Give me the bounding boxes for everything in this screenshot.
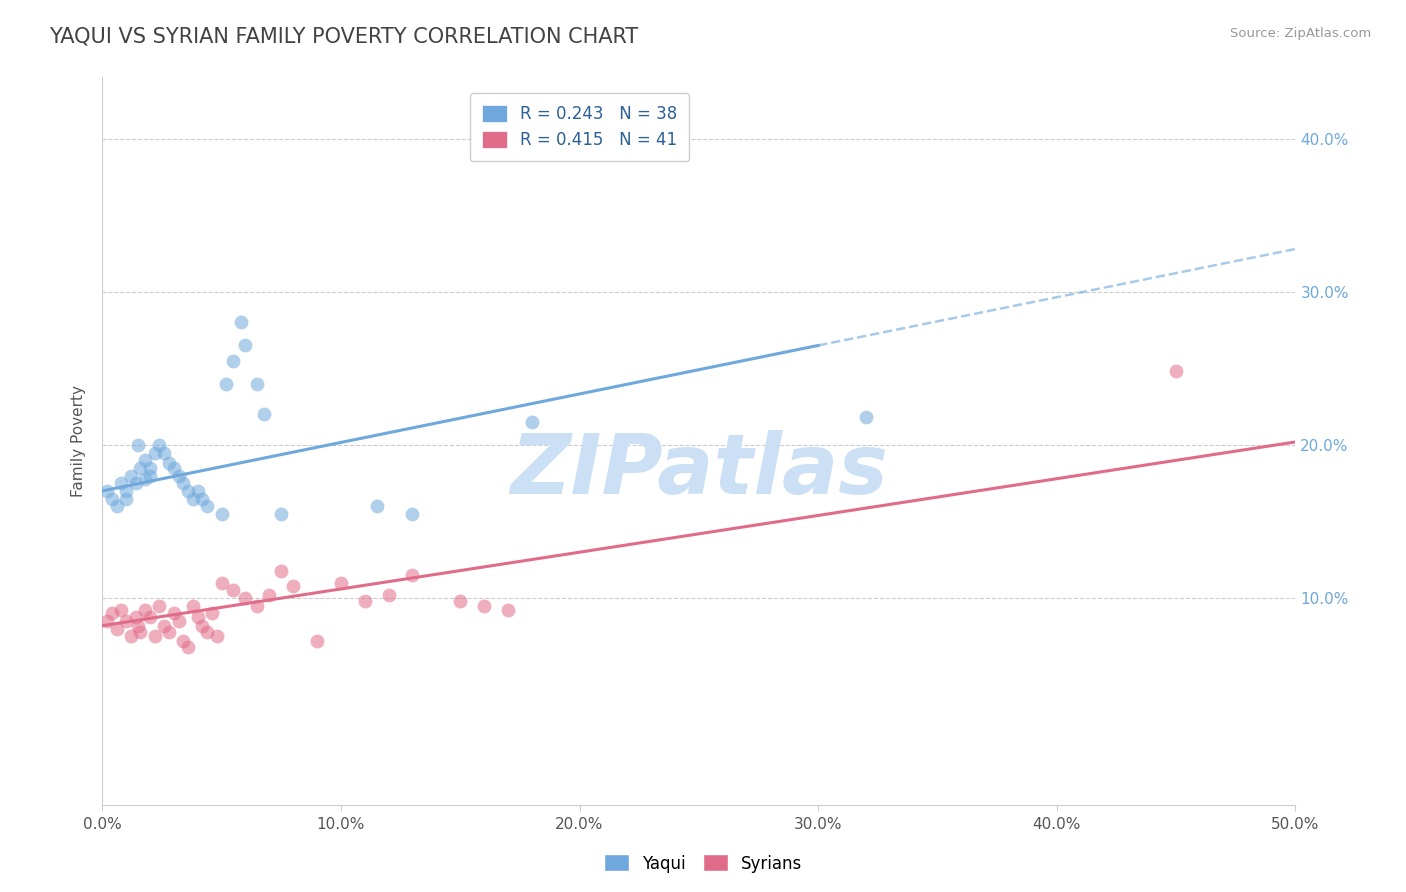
Text: YAQUI VS SYRIAN FAMILY POVERTY CORRELATION CHART: YAQUI VS SYRIAN FAMILY POVERTY CORRELATI… bbox=[49, 27, 638, 46]
Point bbox=[305, 634, 328, 648]
Point bbox=[229, 316, 252, 330]
Point bbox=[353, 594, 375, 608]
Legend: Yaqui, Syrians: Yaqui, Syrians bbox=[598, 847, 808, 880]
Point bbox=[205, 629, 228, 643]
Point bbox=[124, 476, 146, 491]
Point bbox=[270, 507, 292, 521]
Point bbox=[187, 609, 209, 624]
Point bbox=[235, 591, 257, 606]
Point bbox=[401, 568, 423, 582]
Point bbox=[172, 476, 194, 491]
Point bbox=[127, 618, 149, 632]
Point bbox=[172, 634, 194, 648]
Point bbox=[134, 472, 156, 486]
Point bbox=[157, 624, 180, 639]
Point bbox=[129, 624, 152, 639]
Point bbox=[148, 599, 170, 613]
Point bbox=[100, 491, 122, 506]
Point bbox=[120, 468, 142, 483]
Point bbox=[134, 453, 156, 467]
Point bbox=[110, 476, 132, 491]
Point bbox=[124, 609, 146, 624]
Point bbox=[105, 622, 128, 636]
Point bbox=[270, 564, 292, 578]
Point bbox=[195, 500, 218, 514]
Point bbox=[253, 408, 276, 422]
Text: ZIPatlas: ZIPatlas bbox=[510, 430, 887, 511]
Point bbox=[181, 599, 204, 613]
Point bbox=[139, 468, 162, 483]
Point bbox=[153, 618, 176, 632]
Point bbox=[96, 614, 118, 628]
Legend: R = 0.243   N = 38, R = 0.415   N = 41: R = 0.243 N = 38, R = 0.415 N = 41 bbox=[470, 93, 689, 161]
Point bbox=[201, 607, 224, 621]
Point bbox=[143, 629, 166, 643]
Point bbox=[143, 445, 166, 459]
Point bbox=[281, 579, 304, 593]
Point bbox=[115, 483, 138, 498]
Point bbox=[191, 618, 214, 632]
Point bbox=[127, 438, 149, 452]
Point bbox=[246, 599, 269, 613]
Text: Source: ZipAtlas.com: Source: ZipAtlas.com bbox=[1230, 27, 1371, 40]
Point bbox=[401, 507, 423, 521]
Point bbox=[157, 456, 180, 470]
Point bbox=[177, 483, 200, 498]
Point bbox=[167, 468, 190, 483]
Point bbox=[134, 603, 156, 617]
Point bbox=[222, 583, 245, 598]
Point bbox=[246, 376, 269, 391]
Point bbox=[177, 640, 200, 655]
Point bbox=[195, 624, 218, 639]
Point bbox=[377, 588, 399, 602]
Point bbox=[366, 500, 388, 514]
Point bbox=[329, 575, 352, 590]
Point bbox=[100, 607, 122, 621]
Point bbox=[259, 588, 281, 602]
Point bbox=[211, 575, 233, 590]
Point bbox=[191, 491, 214, 506]
Point bbox=[110, 603, 132, 617]
Point bbox=[163, 461, 186, 475]
Y-axis label: Family Poverty: Family Poverty bbox=[72, 385, 86, 497]
Point bbox=[167, 614, 190, 628]
Point bbox=[120, 629, 142, 643]
Point bbox=[449, 594, 471, 608]
Point bbox=[129, 461, 152, 475]
Point bbox=[115, 614, 138, 628]
Point bbox=[855, 410, 877, 425]
Point bbox=[139, 461, 162, 475]
Point bbox=[163, 607, 186, 621]
Point bbox=[139, 609, 162, 624]
Point bbox=[215, 376, 238, 391]
Point bbox=[105, 500, 128, 514]
Point bbox=[520, 415, 543, 429]
Point bbox=[148, 438, 170, 452]
Point bbox=[187, 483, 209, 498]
Point bbox=[1166, 364, 1188, 378]
Point bbox=[96, 483, 118, 498]
Point bbox=[472, 599, 495, 613]
Point bbox=[222, 353, 245, 368]
Point bbox=[115, 491, 138, 506]
Point bbox=[181, 491, 204, 506]
Point bbox=[211, 507, 233, 521]
Point bbox=[496, 603, 519, 617]
Point bbox=[235, 338, 257, 352]
Point bbox=[153, 445, 176, 459]
